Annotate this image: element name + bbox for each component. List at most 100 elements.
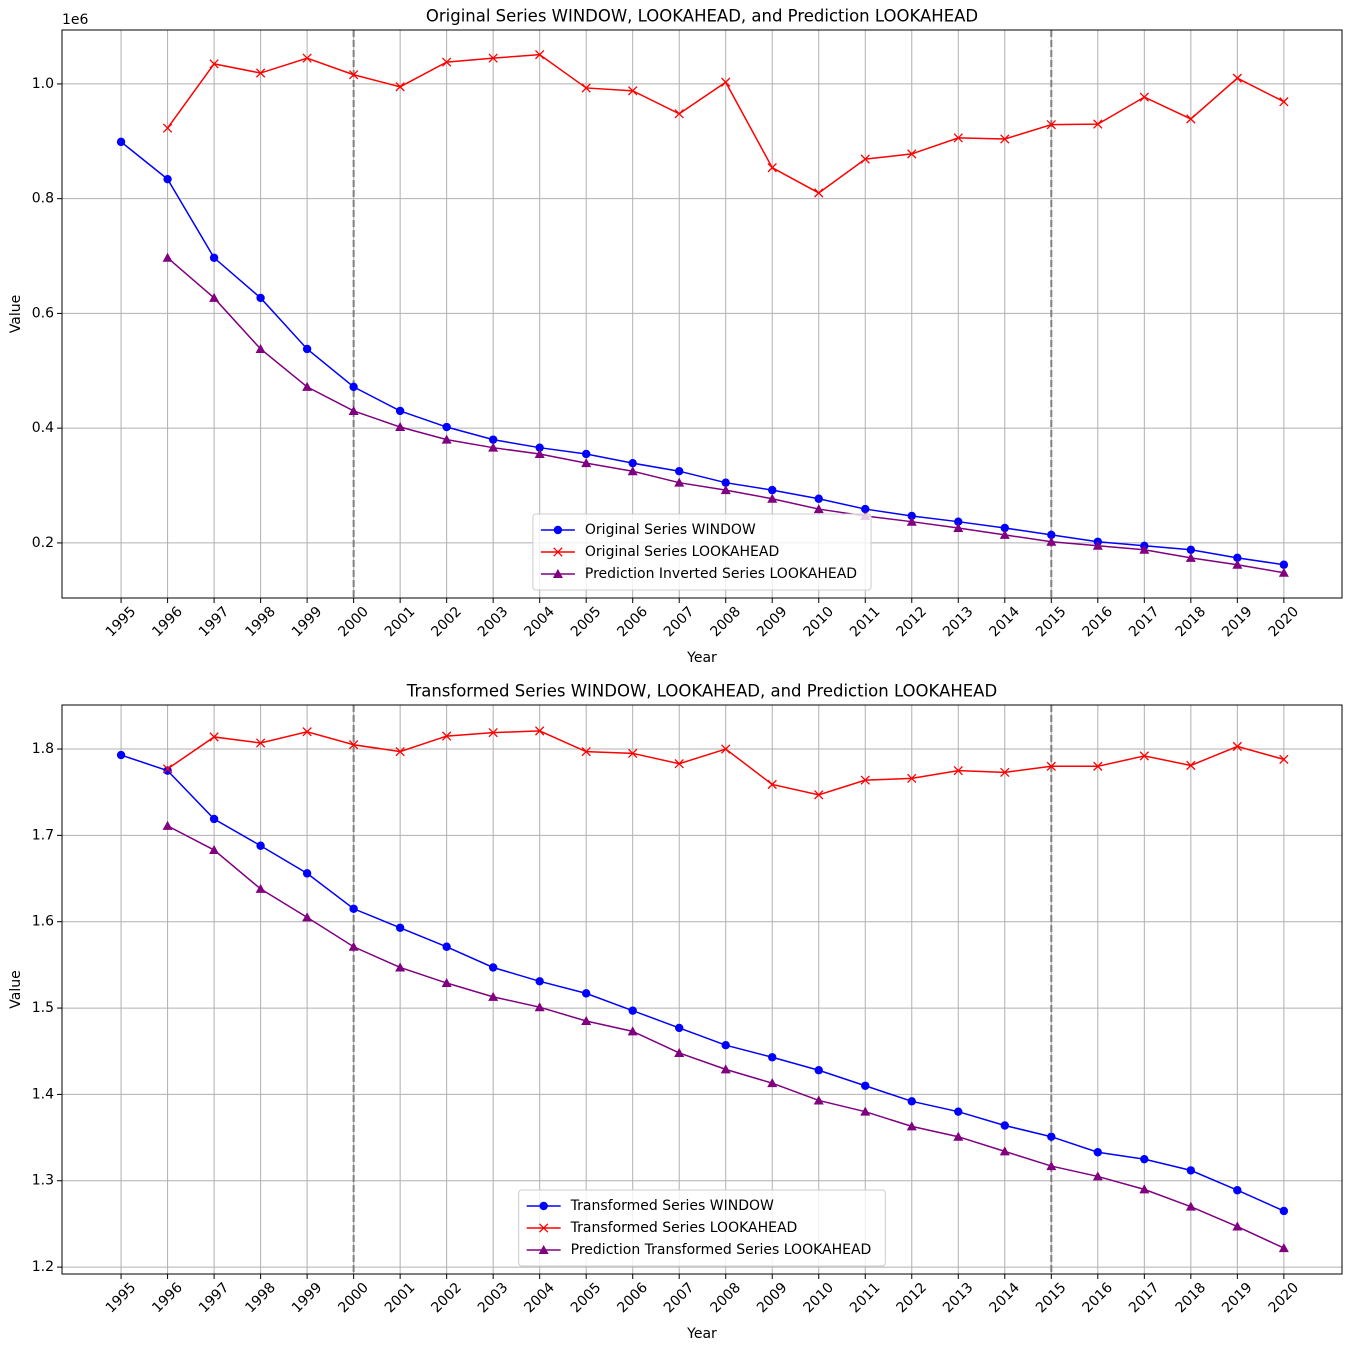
x-tick-label: 2019: [1219, 1280, 1256, 1317]
marker: [581, 458, 592, 468]
x-tick-label: 2003: [475, 1280, 512, 1317]
marker: [348, 941, 359, 951]
marker: [767, 493, 778, 503]
marker: [674, 109, 684, 119]
marker: [488, 53, 498, 63]
y-tick-label: 0.4: [32, 420, 54, 436]
marker: [860, 154, 870, 164]
marker: [163, 766, 172, 775]
marker: [906, 516, 917, 526]
marker: [538, 1245, 549, 1254]
x-tick-label: 2019: [1219, 604, 1256, 641]
marker: [1278, 1243, 1289, 1253]
marker: [116, 750, 126, 760]
x-tick-label: 1997: [196, 604, 233, 641]
marker: [1000, 1121, 1009, 1130]
marker: [953, 765, 963, 776]
marker: [907, 511, 916, 521]
x-tick-label: 2012: [894, 1280, 931, 1317]
legend-label: Prediction Transformed Series LOOKAHEAD: [571, 1242, 872, 1258]
marker: [999, 1146, 1010, 1156]
x-axis-label: Year: [686, 650, 717, 666]
x-tick-label: 2002: [428, 1280, 465, 1317]
marker: [442, 422, 451, 432]
marker: [953, 523, 964, 533]
marker: [209, 732, 219, 742]
legend-label: Transformed Series WINDOW: [570, 1198, 774, 1214]
marker: [581, 449, 591, 459]
marker: [539, 1223, 549, 1233]
marker: [488, 442, 499, 452]
x-tick-label: 2000: [335, 604, 372, 641]
marker: [1092, 540, 1103, 550]
marker: [209, 845, 220, 855]
marker: [1279, 754, 1289, 765]
marker: [1046, 1161, 1057, 1171]
marker: [552, 569, 563, 578]
marker: [255, 343, 266, 353]
y-tick-label: 1.4: [32, 1086, 54, 1102]
marker: [209, 59, 219, 69]
marker: [349, 904, 358, 913]
legend-label: Original Series WINDOW: [585, 522, 756, 538]
marker: [349, 382, 358, 392]
x-tick-label: 2014: [987, 604, 1024, 641]
x-tick-label: 2018: [1173, 604, 1210, 641]
y-tick-label: 0.6: [32, 305, 54, 321]
marker: [488, 727, 498, 738]
marker: [441, 57, 452, 67]
marker: [1185, 1201, 1196, 1211]
marker: [534, 448, 545, 458]
x-tick-label: 2009: [754, 604, 791, 641]
marker: [1092, 1171, 1103, 1181]
marker: [814, 188, 824, 198]
marker: [721, 1040, 730, 1050]
marker: [954, 517, 963, 526]
x-tick-label: 2009: [754, 1280, 791, 1317]
marker: [1186, 1166, 1196, 1175]
legend-box: [532, 513, 872, 591]
marker: [1093, 1148, 1103, 1157]
marker: [441, 731, 452, 741]
marker: [1232, 741, 1243, 752]
marker: [1186, 545, 1196, 555]
x-tick-label: 2013: [940, 1280, 977, 1317]
marker: [814, 790, 824, 800]
x-tick-label: 2006: [614, 604, 651, 641]
x-tick-label: 2011: [847, 604, 884, 641]
marker: [162, 123, 173, 133]
marker: [581, 83, 591, 93]
x-tick-label: 2004: [521, 604, 558, 641]
x-tick-label: 2008: [707, 1280, 744, 1317]
marker: [907, 773, 917, 784]
marker: [1139, 751, 1149, 761]
marker: [395, 746, 405, 757]
x-tick-label: 2001: [382, 604, 419, 641]
x-tick-label: 2007: [661, 604, 698, 641]
marker: [209, 814, 219, 824]
legend: Original Series WINDOW Original Series LO…: [532, 513, 872, 591]
x-tick-label: 2006: [614, 1280, 651, 1317]
marker: [953, 133, 963, 143]
marker: [907, 149, 917, 159]
x-tick-label: 2005: [568, 1280, 605, 1317]
marker: [162, 764, 173, 774]
marker: [861, 1081, 870, 1090]
marker: [674, 1047, 685, 1057]
y-axis-label: Value: [8, 295, 24, 333]
x-tick-label: 2012: [894, 604, 931, 641]
chart-title: Transformed Series WINDOW, LOOKAHEAD, an…: [406, 682, 997, 701]
marker: [721, 478, 730, 487]
marker: [1093, 119, 1103, 129]
marker: [553, 547, 563, 557]
y-tick-label: 1.5: [32, 1000, 54, 1016]
marker: [767, 1078, 778, 1088]
legend-label: Prediction Inverted Series LOOKAHEAD: [585, 566, 857, 582]
legend: Transformed Series WINDOW Transformed Ser…: [518, 1189, 886, 1267]
y-tick-label: 0.8: [32, 191, 54, 207]
marker: [720, 485, 731, 495]
marker: [348, 405, 359, 415]
marker: [441, 978, 452, 988]
marker: [535, 977, 544, 986]
y-tick-label: 0.2: [32, 535, 54, 551]
